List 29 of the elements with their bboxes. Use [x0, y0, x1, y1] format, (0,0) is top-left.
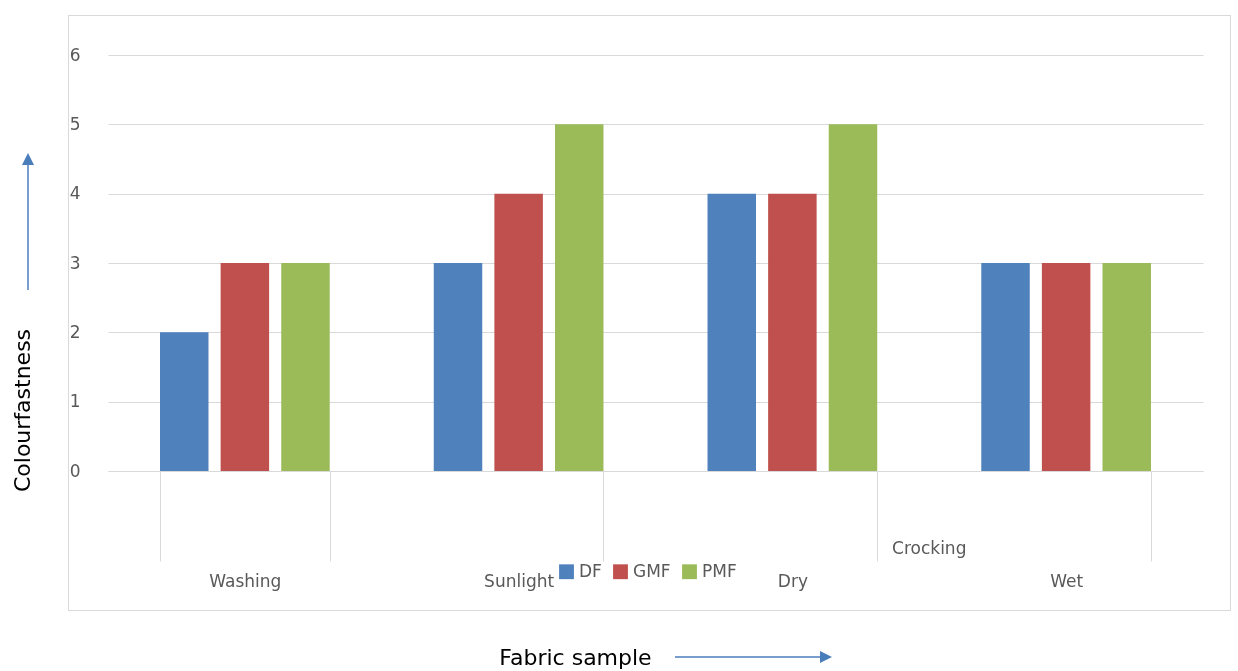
- bar: [981, 263, 1030, 471]
- bar: [281, 263, 330, 471]
- x-tick-label: Sunlight: [484, 570, 555, 591]
- bar: [707, 193, 757, 471]
- legend-label: GMF: [633, 560, 671, 581]
- y-tick-label: 1: [69, 391, 81, 412]
- bar: [1041, 263, 1091, 471]
- x-tick-label: Dry: [777, 570, 808, 591]
- bar: [554, 124, 604, 471]
- x-axis-title: Fabric sample: [499, 644, 652, 670]
- text: Crocking: [892, 538, 967, 558]
- y-tick-label: 6: [69, 44, 81, 65]
- x-tick-label: Washing: [209, 570, 282, 591]
- bar: [768, 193, 817, 471]
- y-tick-label: 2: [69, 321, 81, 342]
- y-tick-label: 3: [69, 252, 81, 273]
- legend-label: PMF: [702, 560, 737, 581]
- bar: [494, 193, 543, 471]
- y-tick-label: 5: [69, 113, 81, 134]
- x-tick-label: Wet: [1050, 570, 1084, 591]
- bar: [220, 263, 270, 471]
- legend-label: DF: [579, 560, 602, 581]
- y-axis-title: Colourfastness: [9, 328, 35, 493]
- bar: [828, 124, 878, 471]
- y-tick-label: 0: [69, 460, 81, 481]
- y-tick-label: 4: [69, 183, 81, 204]
- bar: [433, 263, 483, 471]
- bar: [160, 332, 209, 471]
- bar: [1102, 263, 1151, 471]
